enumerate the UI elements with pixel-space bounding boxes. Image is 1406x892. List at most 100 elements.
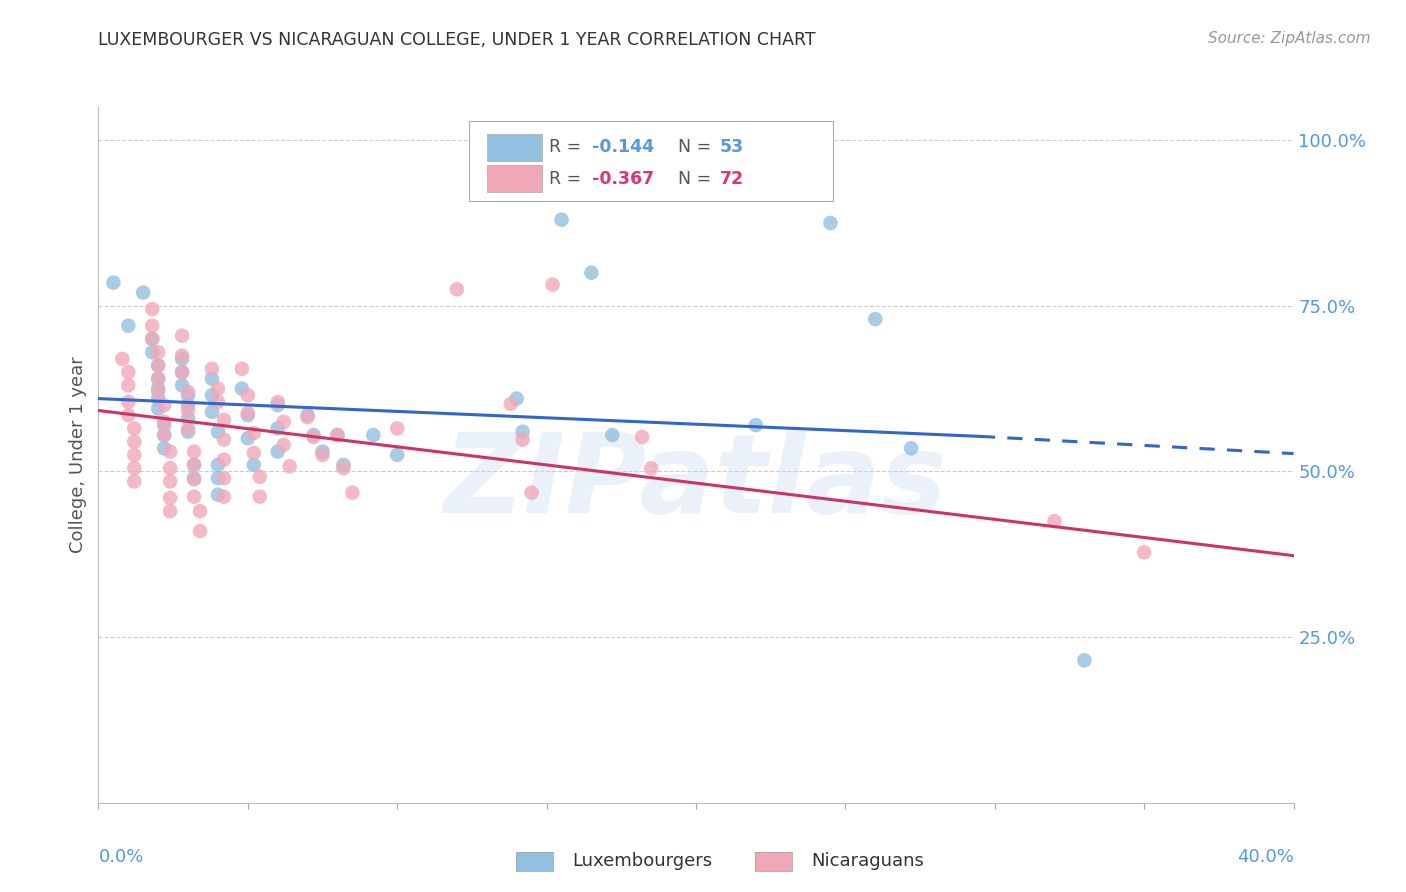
Point [172,328,194,343]
Point [231,361,253,376]
Point [172,378,194,392]
Point [183,490,205,504]
Text: R =: R = [548,138,586,156]
Point [148,401,170,416]
Point [326,428,349,442]
Text: 40.0%: 40.0% [1237,848,1294,866]
Point [236,388,259,402]
Point [183,472,205,486]
Point [117,378,139,392]
FancyBboxPatch shape [486,166,541,192]
Point [172,351,194,366]
Point [363,428,385,442]
Point [243,425,266,440]
Point [132,285,155,300]
Point [111,351,134,366]
Point [124,448,146,462]
Point [267,395,290,409]
Point [550,212,572,227]
Point [342,485,364,500]
Point [177,403,200,417]
Point [273,415,295,429]
Point [141,332,163,346]
Point [172,349,194,363]
Point [117,365,139,379]
Text: 0.0%: 0.0% [98,848,143,866]
Point [201,372,224,386]
Point [172,365,194,379]
Point [499,397,522,411]
Point [302,428,325,442]
Point [177,398,200,412]
Text: 53: 53 [720,138,744,156]
Text: N =: N = [678,138,717,156]
Point [183,458,205,472]
Point [385,448,409,462]
Text: 72: 72 [720,169,744,187]
Point [148,384,170,399]
Text: Nicaraguans: Nicaraguans [811,852,924,870]
Point [124,461,146,475]
Point [236,408,259,422]
Point [124,434,146,449]
Point [141,345,163,359]
Point [512,433,534,447]
Point [177,425,200,439]
Point [148,372,170,386]
Point [117,318,139,333]
Text: Source: ZipAtlas.com: Source: ZipAtlas.com [1208,31,1371,46]
Point [212,433,235,447]
Point [520,485,543,500]
Point [124,475,146,489]
Point [141,332,163,346]
Text: -0.367: -0.367 [592,169,654,187]
Point [103,276,125,290]
Point [249,470,271,484]
Text: ZIPatlas: ZIPatlas [444,429,948,536]
Point [332,458,354,472]
Point [267,444,290,458]
Point [153,398,176,412]
Point [153,415,176,429]
Point [212,413,235,427]
Point [201,405,224,419]
Point [172,365,194,379]
Point [141,302,163,317]
Point [267,398,290,412]
Point [177,388,200,402]
Point [865,312,887,326]
Point [148,372,170,386]
Text: R =: R = [548,169,586,187]
Point [581,266,603,280]
Point [148,345,170,359]
Point [297,410,319,425]
Point [900,442,922,456]
Point [631,430,654,444]
Point [640,461,662,475]
Point [124,421,146,435]
Point [243,446,266,460]
Point [385,421,409,435]
Point [159,504,181,518]
Point [1073,653,1095,667]
Point [159,491,181,505]
Point [820,216,842,230]
Point [243,458,266,472]
Point [183,444,205,458]
Point [159,444,181,458]
Point [148,382,170,396]
Point [249,490,271,504]
Point [297,408,319,422]
Point [602,428,624,442]
Point [236,431,259,445]
Point [141,318,163,333]
Text: LUXEMBOURGER VS NICARAGUAN COLLEGE, UNDER 1 YEAR CORRELATION CHART: LUXEMBOURGER VS NICARAGUAN COLLEGE, UNDE… [98,31,815,49]
Point [183,458,205,472]
Point [231,382,253,396]
Point [1043,514,1066,528]
FancyBboxPatch shape [486,134,541,161]
Point [188,524,211,538]
Point [207,458,229,472]
Point [159,475,181,489]
Point [512,425,534,439]
